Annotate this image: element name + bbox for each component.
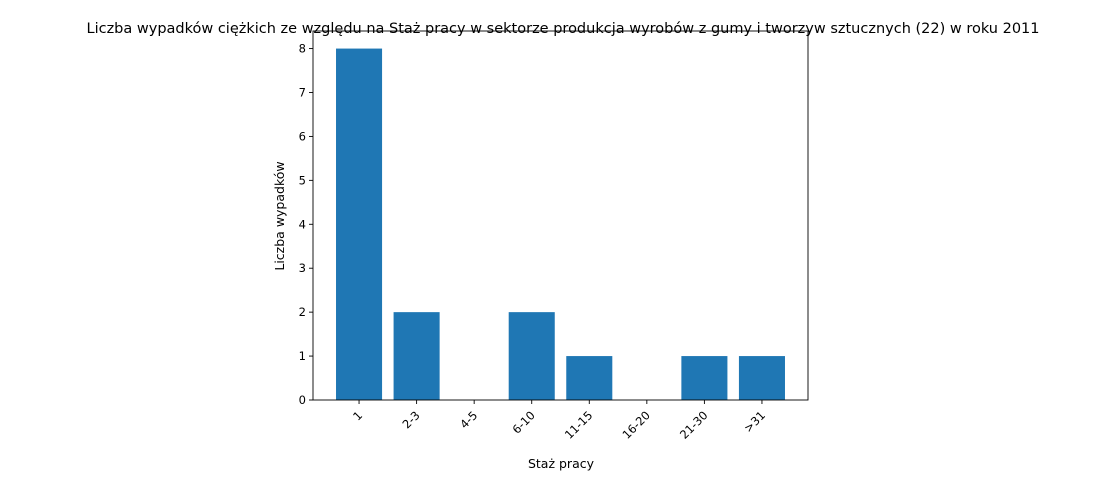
y-tick-label: 1 [299, 349, 306, 363]
bar-21-30 [681, 356, 727, 400]
y-tick-label: 3 [299, 261, 306, 275]
x-tick-label: 11-15 [562, 408, 596, 442]
plot-frame [313, 31, 808, 400]
y-tick-label: 7 [299, 86, 306, 100]
x-tick-label: 4-5 [457, 408, 480, 431]
x-axis-label: Staż pracy [528, 456, 595, 471]
x-tick-label: >31 [741, 408, 768, 435]
bar-2-3 [394, 312, 440, 400]
y-tick-label: 8 [299, 42, 306, 56]
bar-6-10 [509, 312, 555, 400]
x-tick-label: 6-10 [509, 408, 537, 436]
y-tick-label: 5 [299, 173, 306, 187]
bar-11-15 [566, 356, 612, 400]
bar->31 [739, 356, 785, 400]
y-tick-label: 4 [299, 217, 306, 231]
y-tick-label: 0 [299, 393, 306, 407]
y-tick-label: 2 [299, 305, 306, 319]
y-axis-label: Liczba wypadków [272, 161, 287, 270]
y-tick-label: 6 [299, 129, 306, 143]
bar-1 [336, 49, 382, 400]
x-tick-label: 1 [350, 408, 365, 423]
plot-area: 0 1 2 3 4 5 6 7 8 1 2-3 4-5 6-10 11-15 16-20 21-30 >31 [299, 31, 808, 442]
x-tick-label: 2-3 [400, 408, 423, 431]
x-tick-label: 16-20 [619, 408, 653, 442]
chart-title: Liczba wypadków ciężkich ze względu na S… [86, 21, 1039, 37]
x-tick-label: 21-30 [677, 408, 711, 442]
